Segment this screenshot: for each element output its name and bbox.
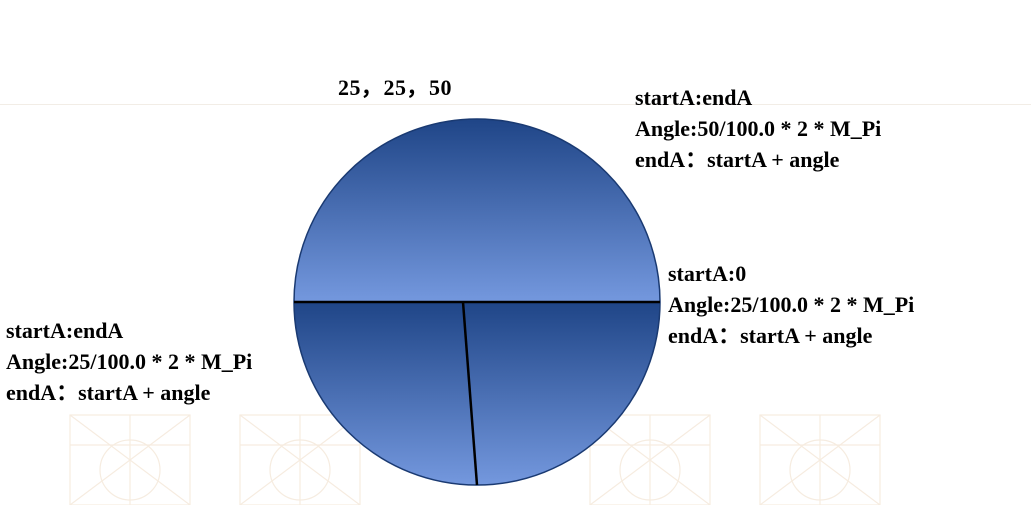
annotation-left-line-1: startA:endA	[6, 318, 124, 343]
background-watermark-pattern	[69, 414, 881, 505]
annotation-top-line-3: endA：startA + angle	[635, 147, 840, 172]
annotation-right-slice: startA:0 Angle:25/100.0 * 2 * M_Pi endA：…	[668, 258, 914, 351]
annotation-left-line-2: Angle:25/100.0 * 2 * M_Pi	[6, 349, 253, 374]
annotation-left-slice: startA:endA Angle:25/100.0 * 2 * M_Pi en…	[6, 315, 252, 408]
background-divider-line	[0, 104, 1031, 105]
pie-slice-bottom-right	[477, 302, 660, 485]
annotation-top-line-2: Angle:50/100.0 * 2 * M_Pi	[635, 116, 882, 141]
annotation-top-slice: startA:endA Angle:50/100.0 * 2 * M_Pi en…	[635, 82, 881, 175]
annotation-left-line-3: endA：startA + angle	[6, 380, 211, 405]
chart-title: 25，25，50	[338, 75, 453, 100]
pie-slice-bottom-left	[294, 302, 477, 485]
divider-bottom	[461, 301, 479, 486]
annotation-right-line-3: endA：startA + angle	[668, 323, 873, 348]
pie-slice-top	[294, 119, 660, 302]
annotation-top-line-1: startA:endA	[635, 85, 753, 110]
annotation-right-line-2: Angle:25/100.0 * 2 * M_Pi	[668, 292, 915, 317]
annotation-right-line-1: startA:0	[668, 261, 747, 286]
